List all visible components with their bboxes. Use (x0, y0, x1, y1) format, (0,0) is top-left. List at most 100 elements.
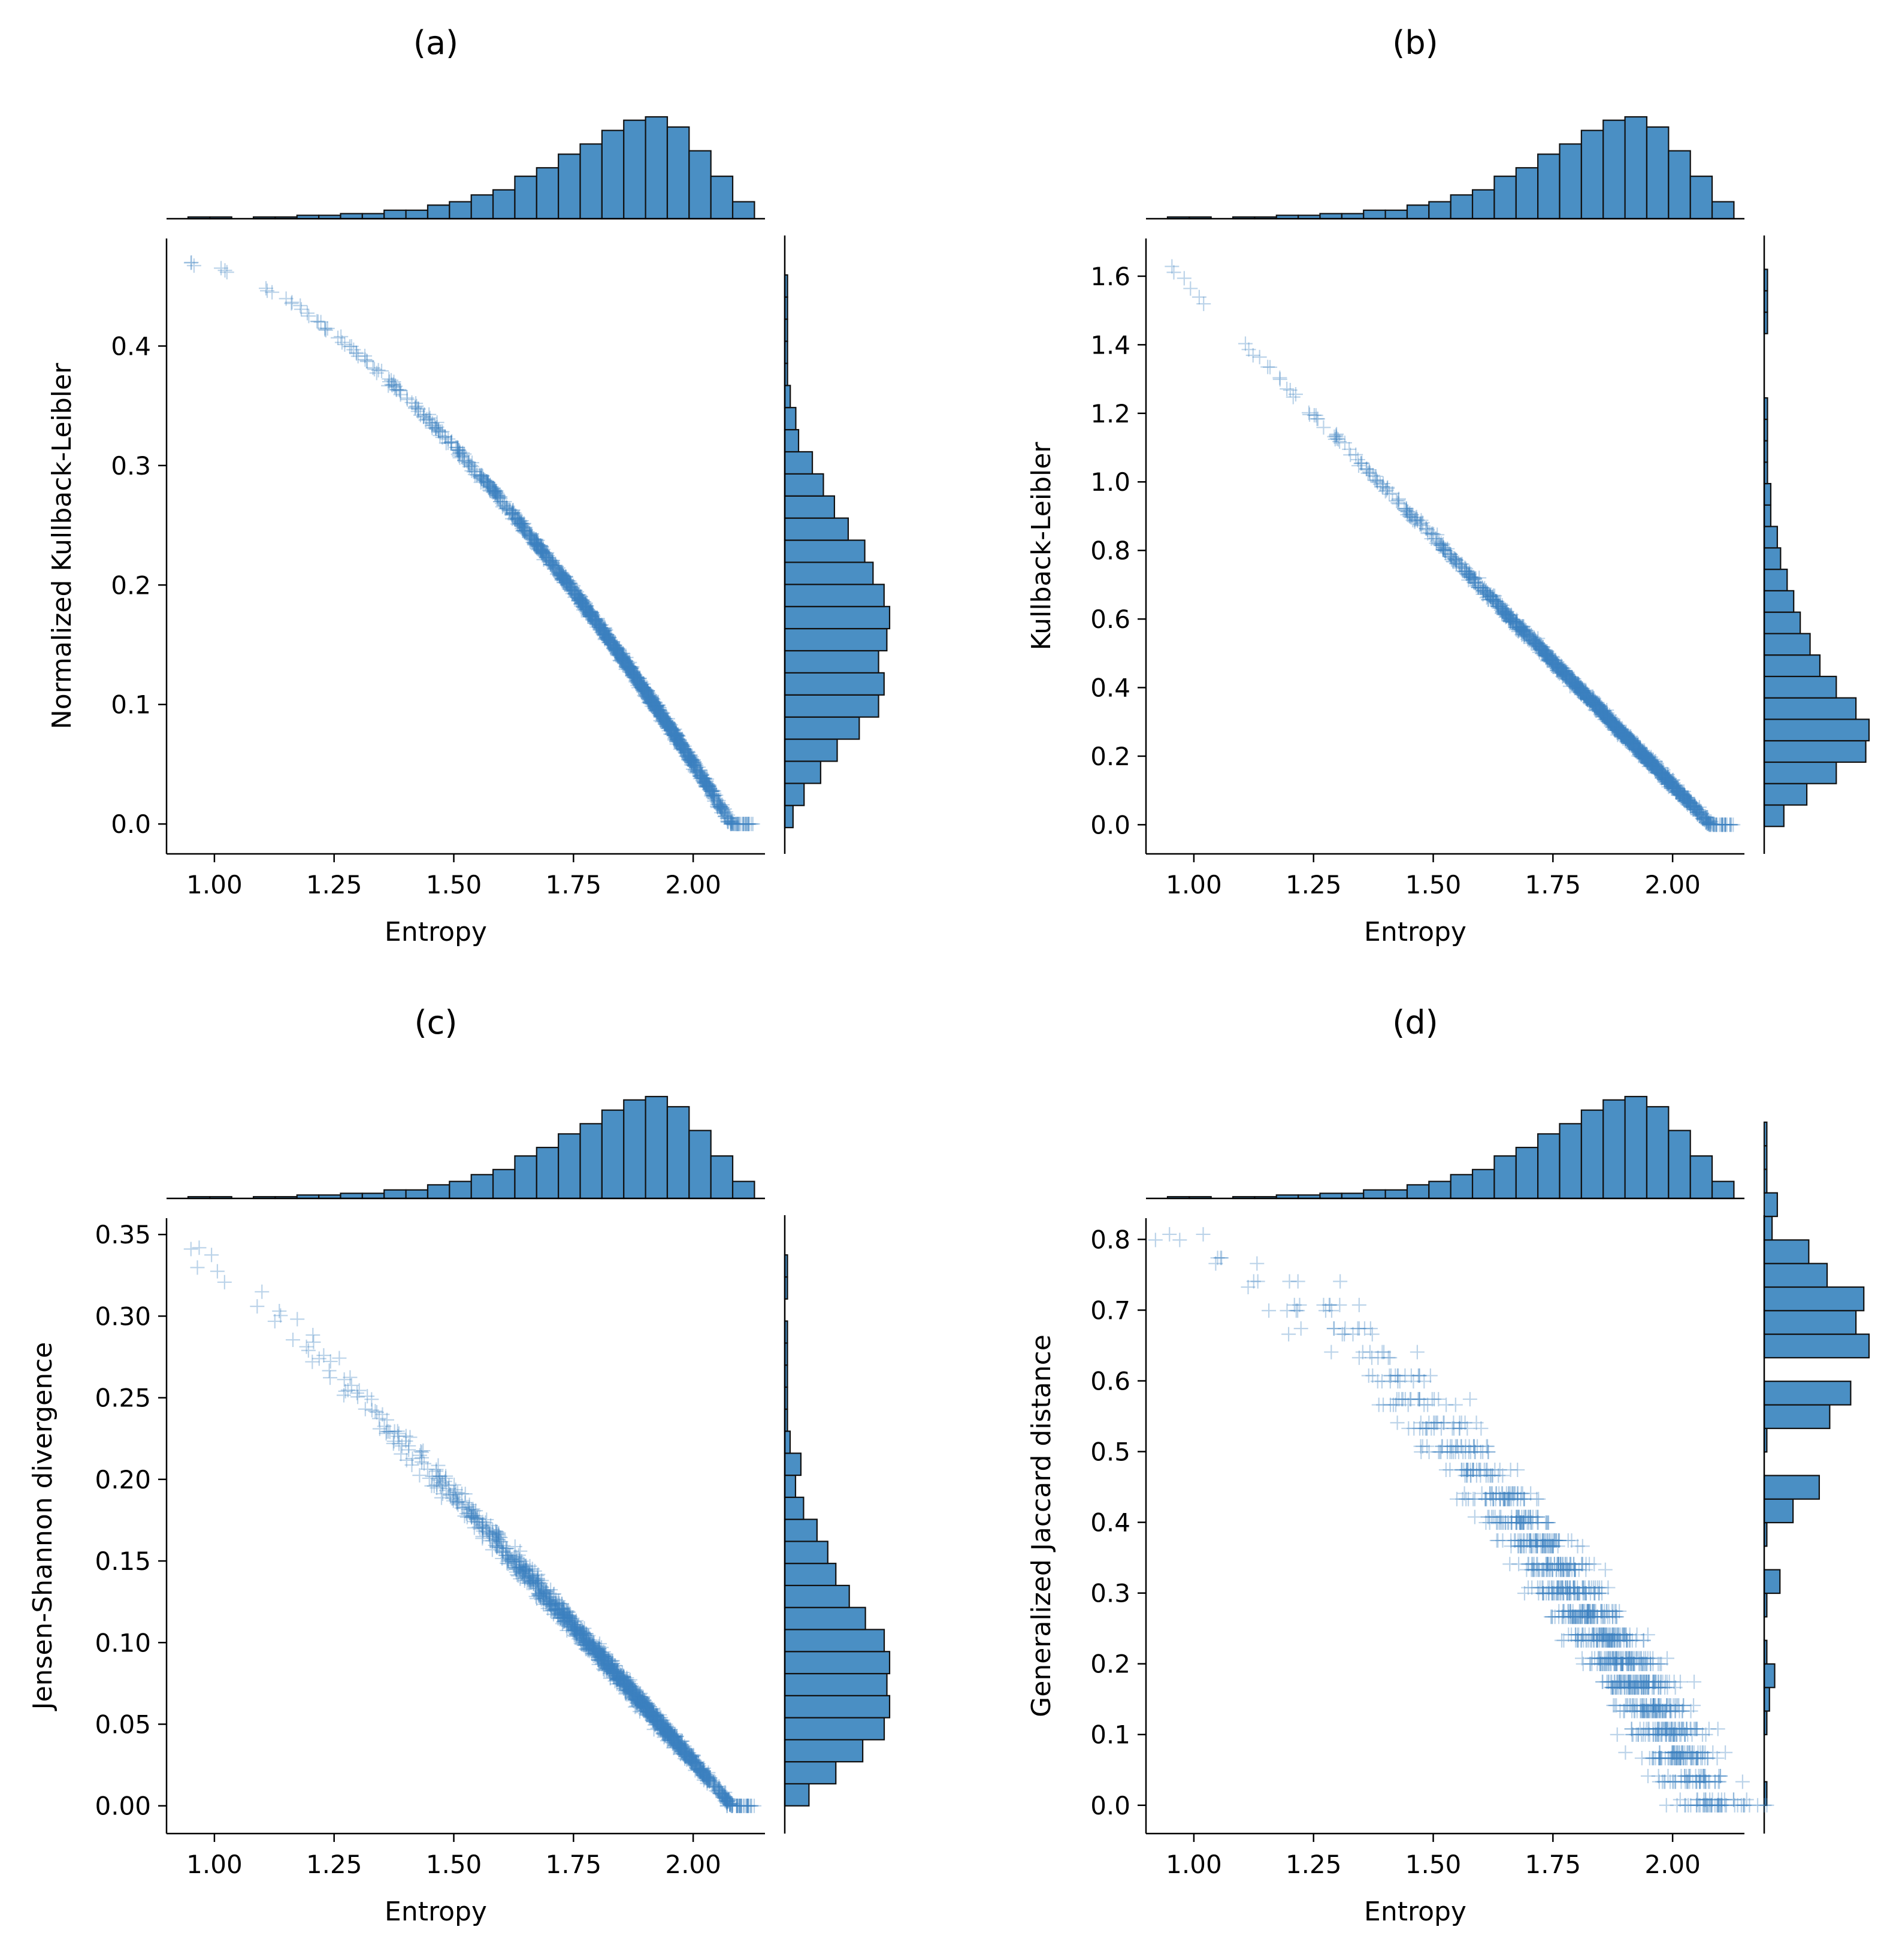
scatter-point (410, 404, 425, 419)
right-hist-bar (784, 561, 874, 585)
scatter-point (552, 563, 567, 578)
scatter-point (487, 482, 502, 497)
right-hist-bar (784, 1717, 885, 1741)
scatter-point (556, 568, 571, 583)
scatter-point (561, 575, 576, 590)
scatter-point (571, 587, 586, 602)
scatter-point (528, 532, 543, 547)
top-hist-bar (449, 201, 472, 220)
scatter-point (452, 443, 467, 458)
right-hist-bar (784, 1518, 818, 1542)
scatter-point (534, 539, 549, 554)
scatter-point (1252, 349, 1267, 364)
scatter-point (524, 530, 539, 545)
right-hist-bar (1763, 590, 1795, 613)
scatter-point (570, 590, 585, 605)
scatter-point (484, 479, 499, 494)
top-hist-bar (536, 1146, 560, 1200)
scatter-point (562, 580, 577, 595)
scatter-point (450, 443, 465, 458)
scatter-point (192, 1240, 207, 1255)
scatter-point (583, 605, 598, 620)
scatter-point (539, 551, 554, 566)
scatter-point (567, 585, 582, 600)
scatter-point (523, 529, 538, 544)
scatter-point (571, 591, 586, 606)
scatter-point (553, 566, 568, 581)
top-hist-bar (623, 1099, 646, 1200)
scatter-point (564, 576, 579, 591)
top-hist-bar (405, 1189, 429, 1200)
scatter-point (535, 545, 550, 560)
scatter-point (545, 555, 560, 570)
scatter-point (343, 1370, 358, 1385)
scatter-point (411, 402, 426, 417)
scatter-point (535, 543, 550, 558)
scatter-point (530, 537, 545, 552)
top-hist-bar (492, 189, 516, 220)
scatter-point (1389, 494, 1404, 509)
scatter-point (1310, 411, 1325, 426)
scatter-point (592, 620, 607, 635)
scatter-point (513, 517, 528, 532)
scatter-point (593, 618, 608, 633)
x-tick-label: 1.25 (306, 870, 362, 899)
scatter-point (548, 558, 563, 573)
scatter-point (359, 354, 374, 369)
scatter-point (527, 536, 542, 551)
scatter-point (518, 523, 533, 538)
panel-a: (a)1.00 1.25 1.50 1.75 2.000.00.10.20.30.4En… (47, 24, 891, 947)
scatter-point (475, 469, 490, 484)
scatter-point (525, 529, 540, 544)
scatter-point (384, 373, 399, 388)
x-tick-label: 1.00 (1166, 870, 1222, 899)
scatter-point (476, 472, 491, 487)
scatter-point (425, 416, 440, 431)
scatter-point (585, 612, 600, 627)
scatter-point (452, 450, 467, 465)
scatter-point (464, 458, 479, 473)
scatter-point (571, 593, 586, 608)
scatter-point (555, 568, 570, 583)
scatter-point (583, 605, 598, 620)
scatter-point (563, 576, 577, 591)
scatter-point (318, 323, 333, 338)
scatter-point (573, 593, 588, 608)
scatter-point (400, 391, 415, 406)
scatter-point (495, 499, 510, 514)
scatter-point (346, 342, 361, 357)
scatter-point (358, 352, 373, 367)
scatter-point (549, 560, 564, 575)
scatter-point (545, 553, 560, 568)
scatter-point (422, 410, 437, 425)
scatter-point (483, 480, 498, 495)
panel-c: (c)1.00 1.25 1.50 1.75 2.000.000.050.100.150… (28, 1004, 891, 1927)
scatter-point (515, 520, 530, 534)
scatter-point (367, 362, 382, 377)
scatter-point (507, 511, 522, 526)
y-tick-label: 0.0 (111, 810, 151, 839)
scatter-point (389, 382, 404, 397)
top-hist-bar (1406, 204, 1430, 220)
scatter-point (204, 1248, 219, 1263)
scatter-point (531, 542, 546, 557)
top-hist-bar (666, 1106, 690, 1200)
scatter-point (546, 558, 561, 573)
right-hist-bar (784, 805, 794, 829)
scatter-point (533, 543, 548, 558)
scatter-point (516, 517, 531, 531)
scatter-point (576, 599, 591, 614)
scatter-point (571, 591, 586, 606)
scatter-point (482, 479, 497, 494)
scatter-point (1286, 389, 1301, 404)
scatter-point (493, 490, 508, 505)
scatter-point (473, 475, 488, 490)
scatter-point (575, 593, 590, 608)
scatter-point (513, 516, 528, 531)
scatter-point (438, 429, 453, 444)
scatter-point (457, 453, 472, 468)
scatter-point (553, 567, 568, 582)
scatter-point (573, 591, 588, 606)
scatter-point (438, 429, 453, 444)
scatter-point (411, 401, 426, 416)
